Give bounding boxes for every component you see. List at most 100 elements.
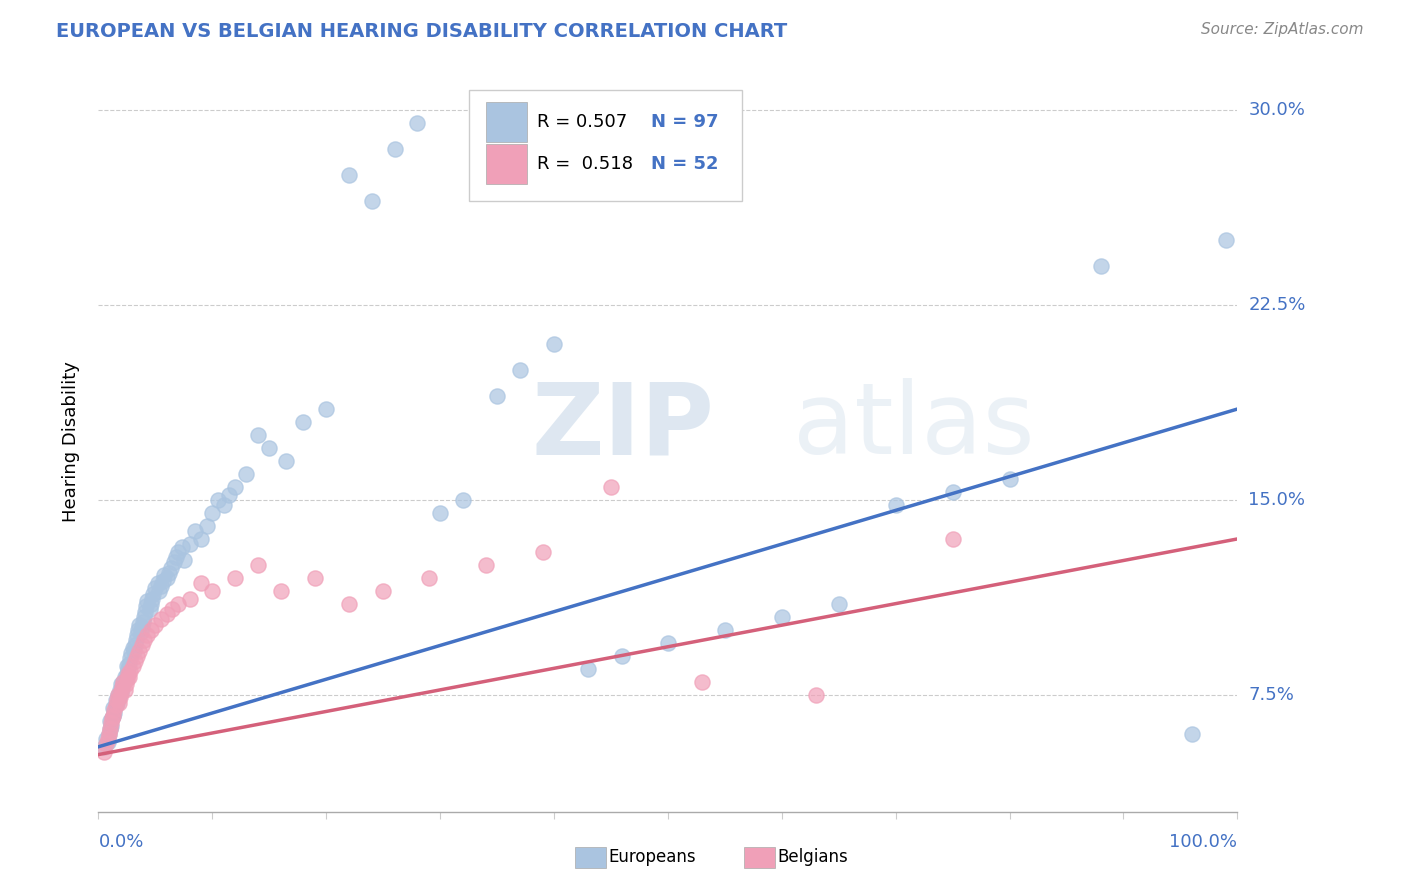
Point [132,615,155,629]
Point [1215,233,1237,247]
Text: N = 52: N = 52 [651,155,718,173]
Point [110,685,132,699]
Point [828,597,851,611]
Text: atlas: atlas [793,378,1035,475]
Point [276,454,298,468]
Point [179,591,201,606]
Point [153,568,176,582]
Point [162,555,184,569]
Point [105,693,128,707]
Text: R =  0.518: R = 0.518 [537,155,633,173]
Point [531,545,554,559]
Point [612,648,634,663]
Text: 22.5%: 22.5% [1249,296,1306,314]
Text: ZIP: ZIP [531,378,714,475]
Point [218,488,240,502]
Point [474,558,496,572]
Point [145,617,167,632]
Point [96,734,118,748]
Point [360,194,382,209]
Point [103,701,125,715]
Point [384,142,406,156]
Point [108,690,131,705]
Point [131,620,153,634]
Point [97,727,120,741]
Point [235,467,257,481]
Point [100,716,122,731]
Point [156,607,179,622]
Point [101,711,124,725]
Point [104,698,127,713]
Text: 0.0%: 0.0% [98,832,143,850]
Text: 15.0%: 15.0% [1249,491,1305,509]
Point [108,682,131,697]
Point [112,674,135,689]
Point [884,498,907,512]
Point [201,583,224,598]
Point [246,428,269,442]
Point [115,667,138,681]
Point [103,706,125,720]
Point [146,576,169,591]
Point [98,714,121,728]
Point [160,560,183,574]
Point [103,703,125,717]
Point [131,639,153,653]
Point [114,670,136,684]
Point [121,659,143,673]
Point [125,633,148,648]
Text: 7.5%: 7.5% [1249,686,1295,704]
Point [124,639,146,653]
Point [127,623,149,637]
Point [114,682,136,697]
Point [110,677,132,691]
Point [138,602,160,616]
Point [942,532,965,546]
Point [98,722,121,736]
Point [142,586,165,600]
Point [156,571,179,585]
Point [942,485,965,500]
Point [103,708,125,723]
Point [115,672,138,686]
Point [96,731,118,746]
Text: Source: ZipAtlas.com: Source: ZipAtlas.com [1201,22,1364,37]
Point [145,582,167,596]
Point [101,711,124,725]
Point [135,599,157,614]
FancyBboxPatch shape [468,90,742,201]
Point [114,672,136,686]
Point [132,633,155,648]
Point [96,737,118,751]
Point [108,690,131,705]
Point [134,605,156,619]
Point [224,480,246,494]
Point [128,643,150,657]
Point [107,688,129,702]
Point [190,576,212,591]
Point [165,550,187,565]
Point [337,168,360,182]
Text: Europeans: Europeans [609,848,696,866]
Point [111,680,134,694]
Point [259,441,281,455]
Point [120,651,142,665]
Point [117,662,139,676]
Text: N = 97: N = 97 [651,112,718,131]
Point [120,646,142,660]
Point [418,571,440,585]
Point [162,602,184,616]
Point [150,612,173,626]
Point [129,625,152,640]
Text: EUROPEAN VS BELGIAN HEARING DISABILITY CORRELATION CHART: EUROPEAN VS BELGIAN HEARING DISABILITY C… [56,22,787,41]
Point [576,662,599,676]
Point [1181,727,1204,741]
Point [96,731,118,746]
Point [107,688,129,702]
Point [429,506,451,520]
Point [124,654,146,668]
Point [100,719,122,733]
FancyBboxPatch shape [485,102,527,142]
Point [270,583,292,598]
Y-axis label: Hearing Disability: Hearing Disability [62,361,80,522]
